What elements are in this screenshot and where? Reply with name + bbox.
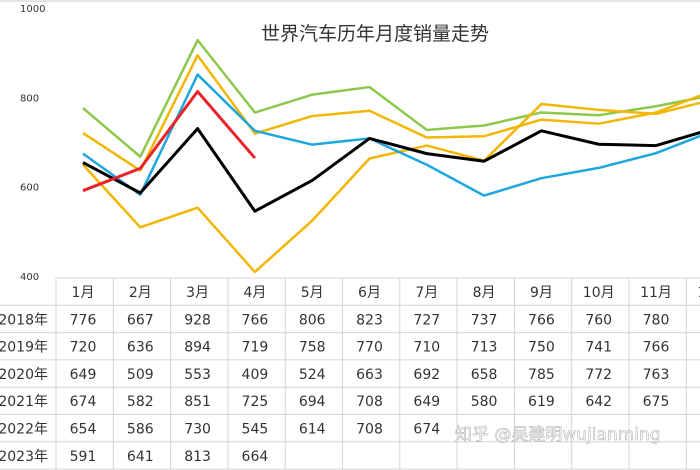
table-cell: 928 xyxy=(184,312,211,328)
table-cell: 614 xyxy=(299,422,326,438)
table-cell: 591 xyxy=(70,449,97,465)
month-header: 11月 xyxy=(640,285,672,301)
row-label: 2022年 xyxy=(0,422,48,438)
table-cell: 785 xyxy=(528,367,555,383)
table-cell: 710 xyxy=(413,340,440,356)
table-cell: 719 xyxy=(242,340,269,356)
table-cell: 806 xyxy=(299,312,326,328)
row-label: 2021年 xyxy=(0,394,48,410)
series-line-2023年 xyxy=(82,90,257,193)
table-cell: 674 xyxy=(70,394,97,410)
table-cell: 770 xyxy=(356,340,383,356)
table-cell: 658 xyxy=(471,367,498,383)
table-cell: 692 xyxy=(413,367,440,383)
table-cell: 766 xyxy=(528,312,555,328)
series-line-2018年 xyxy=(82,38,700,158)
table-cell: 758 xyxy=(299,340,326,356)
table-cell: 649 xyxy=(413,394,440,410)
y-tick-label: 800 xyxy=(20,93,39,104)
table-cell: 674 xyxy=(413,422,440,438)
series-line-2022年 xyxy=(82,127,700,213)
table-cell: 741 xyxy=(585,340,612,356)
month-header: 12月 xyxy=(697,285,700,301)
y-tick-label: 400 xyxy=(20,272,39,283)
table-cell: 725 xyxy=(242,394,269,410)
table-cell: 654 xyxy=(70,422,97,438)
table-cell: 776 xyxy=(70,312,97,328)
table-cell: 667 xyxy=(127,312,154,328)
month-header: 5月 xyxy=(301,285,324,301)
row-label: 2019年 xyxy=(0,340,48,356)
month-header: 6月 xyxy=(358,285,381,301)
y-tick-label: 1000 xyxy=(20,4,45,15)
table-cell: 649 xyxy=(70,367,97,383)
table-cell: 642 xyxy=(585,394,612,410)
month-header: 8月 xyxy=(473,285,496,301)
month-header: 7月 xyxy=(415,285,438,301)
table-cell: 750 xyxy=(528,340,555,356)
series-line-2020年 xyxy=(82,101,700,274)
table-cell: 823 xyxy=(356,312,383,328)
month-header: 9月 xyxy=(530,285,553,301)
table-cell: 780 xyxy=(643,312,670,328)
table-cell: 851 xyxy=(184,394,211,410)
table-cell: 708 xyxy=(356,394,383,410)
table-cell: 772 xyxy=(585,367,612,383)
table-cell: 694 xyxy=(299,394,326,410)
y-tick-label: 600 xyxy=(20,183,39,194)
table-cell: 737 xyxy=(471,312,498,328)
table-cell: 675 xyxy=(643,394,670,410)
month-header: 1月 xyxy=(72,285,95,301)
table-cell: 586 xyxy=(127,422,154,438)
table-cell: 664 xyxy=(242,449,269,465)
table-cell: 766 xyxy=(242,312,269,328)
row-label: 2018年 xyxy=(0,312,48,328)
table-cell: 727 xyxy=(413,312,440,328)
row-label: 2020年 xyxy=(0,367,48,383)
month-header: 3月 xyxy=(186,285,209,301)
table-cell: 713 xyxy=(471,340,498,356)
table-cell: 636 xyxy=(127,340,154,356)
table-cell: 409 xyxy=(242,367,269,383)
table-cell: 708 xyxy=(356,422,383,438)
table-cell: 760 xyxy=(585,312,612,328)
table-cell: 766 xyxy=(643,340,670,356)
table-cell: 813 xyxy=(184,449,211,465)
row-label: 2023年 xyxy=(0,449,48,465)
table-cell: 545 xyxy=(242,422,269,438)
month-header: 10月 xyxy=(583,285,615,301)
month-header: 2月 xyxy=(129,285,152,301)
table-cell: 641 xyxy=(127,449,154,465)
table-cell: 663 xyxy=(356,367,383,383)
series-line-2019年 xyxy=(82,54,700,172)
table-cell: 720 xyxy=(70,340,97,356)
month-header: 4月 xyxy=(243,285,266,301)
watermark: 知乎 @吴建明wujianming xyxy=(455,425,661,445)
table-cell: 580 xyxy=(471,394,498,410)
table-cell: 524 xyxy=(299,367,326,383)
table-cell: 582 xyxy=(127,394,154,410)
table-cell: 894 xyxy=(184,340,211,356)
series-line-2021年 xyxy=(82,73,700,197)
table-cell: 730 xyxy=(184,422,211,438)
table-cell: 553 xyxy=(184,367,211,383)
table-cell: 619 xyxy=(528,394,555,410)
table-cell: 509 xyxy=(127,367,154,383)
chart-title: 世界汽车历年月度销量走势 xyxy=(261,23,489,45)
table-cell: 763 xyxy=(643,367,670,383)
